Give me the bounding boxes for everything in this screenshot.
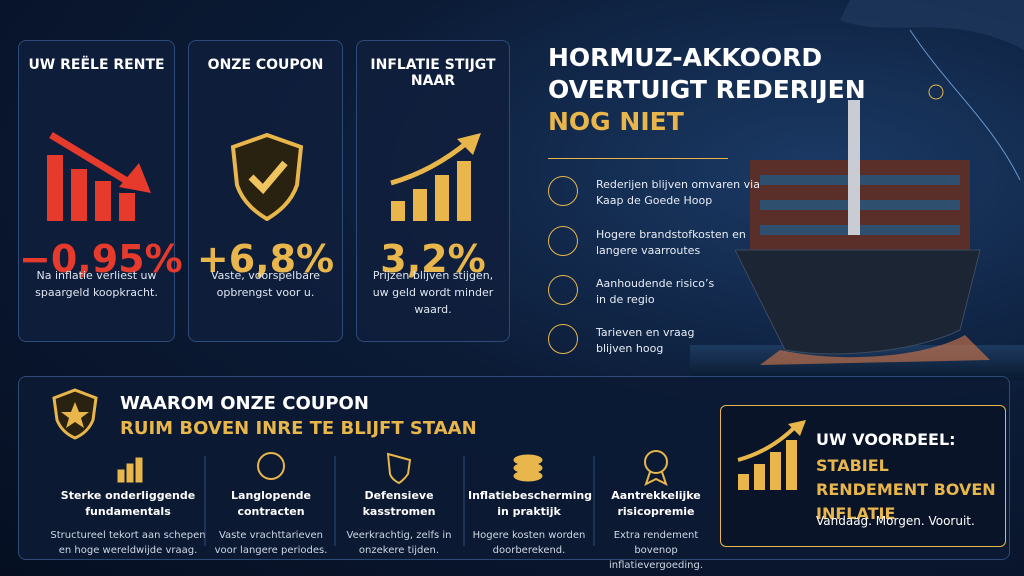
feature-icons [117,450,668,546]
feature: Defensieve kasstromen Veerkrachtig, zelf… [338,448,460,558]
card-value: 3,2% [380,237,486,281]
headline-line: OVERTUIGT REDERIJEN [548,75,866,104]
feature-text: Vaste vrachttarieven voor langere period… [214,530,328,556]
benefit-tagline: Vandaag. Morgen. Vooruit. [816,514,975,528]
feature-text: Hogere kosten worden doorberekend. [472,530,586,556]
map-shape [840,0,1024,50]
benefit-highlight: STABIEL RENDEMENT BOVEN INFLATIE [816,456,996,523]
point-text: Rederijen blijven omvaren via Kaap de Go… [596,178,760,207]
feature-text: Veerkrachtig, zelfs in onzekere tijden. [346,530,452,556]
point-text: Aanhoudende risico’s in de regio [596,277,715,306]
feature-title: Inflatiebescherming in praktijk [468,489,593,518]
feature-text: Structureel tekort aan schepen en hoge w… [50,530,206,556]
point-icon [548,176,578,206]
growth-icon [390,133,481,221]
card-text: Na inflatie verliest uw spaargeld koopkr… [35,269,158,299]
hull [734,249,981,355]
point-text: Hogere brandstofkosten en langere vaarro… [596,228,746,257]
headline-line: NOG NIET [548,107,684,136]
point-text: Tarieven en vraag blijven hoog [596,326,695,355]
card-title: INFLATIE STIJGT NAAR [370,57,496,89]
card-text: Prijzen blijven stijgen, uw geld wordt m… [372,269,494,316]
headline: HORMUZ-AKKOORD OVERTUIGT REDERIJEN NOG N… [548,42,866,138]
feature-title: Sterke onderliggende fundamentals [60,489,196,518]
star-shield [52,388,98,440]
feature: Sterke onderliggende fundamentals Struct… [48,448,208,558]
card-title: UW REËLE RENTE [28,57,165,73]
card: INFLATIE STIJGT NAAR 3,2% Prijzen blijve… [356,40,510,342]
point-icon [548,226,578,256]
card: ONZE COUPON +6,8% Vaste, voorspelbare op… [188,40,343,342]
point-icon [548,275,578,305]
divider [548,158,728,159]
benefit-icon [737,420,806,490]
decline-icon [47,132,151,221]
card-title: ONZE COUPON [207,57,324,73]
card: UW REËLE RENTE −0,95% Na inflatie verlie… [18,40,183,342]
mast [848,100,860,235]
card-value: +6,8% [196,237,335,281]
point-icon [548,324,578,354]
ship-scene [690,0,1024,380]
shield-icon [231,133,303,221]
card-text: Vaste, voorspelbare opbrengst voor u. [210,269,321,299]
feature-title: Aantrekkelijke risicopremie [611,489,701,518]
feature: Langlopende contracten Vaste vrachttarie… [210,448,332,558]
section-title: WAAROM ONZE COUPON [120,393,369,414]
headline-line: HORMUZ-AKKOORD [548,43,823,72]
card-value: −0,95% [19,237,183,281]
feature: Inflatiebescherming in praktijk Hogere k… [468,448,593,558]
map-marker [928,84,944,100]
benefit-title: UW VOORDEEL: [816,430,956,449]
lightning [909,29,1021,181]
feature: Aantrekkelijke risicopremie Extra rendem… [596,448,716,573]
feature-text: Extra rendement bovenop inflatievergoedi… [608,530,703,571]
section-subtitle: RUIM BOVEN INRE TE BLIJFT STAAN [120,418,477,439]
feature-title: Defensieve kasstromen [362,489,436,518]
feature-title: Langlopende contracten [231,489,311,518]
benefit-box [720,405,1006,547]
bow-wave [760,335,990,365]
